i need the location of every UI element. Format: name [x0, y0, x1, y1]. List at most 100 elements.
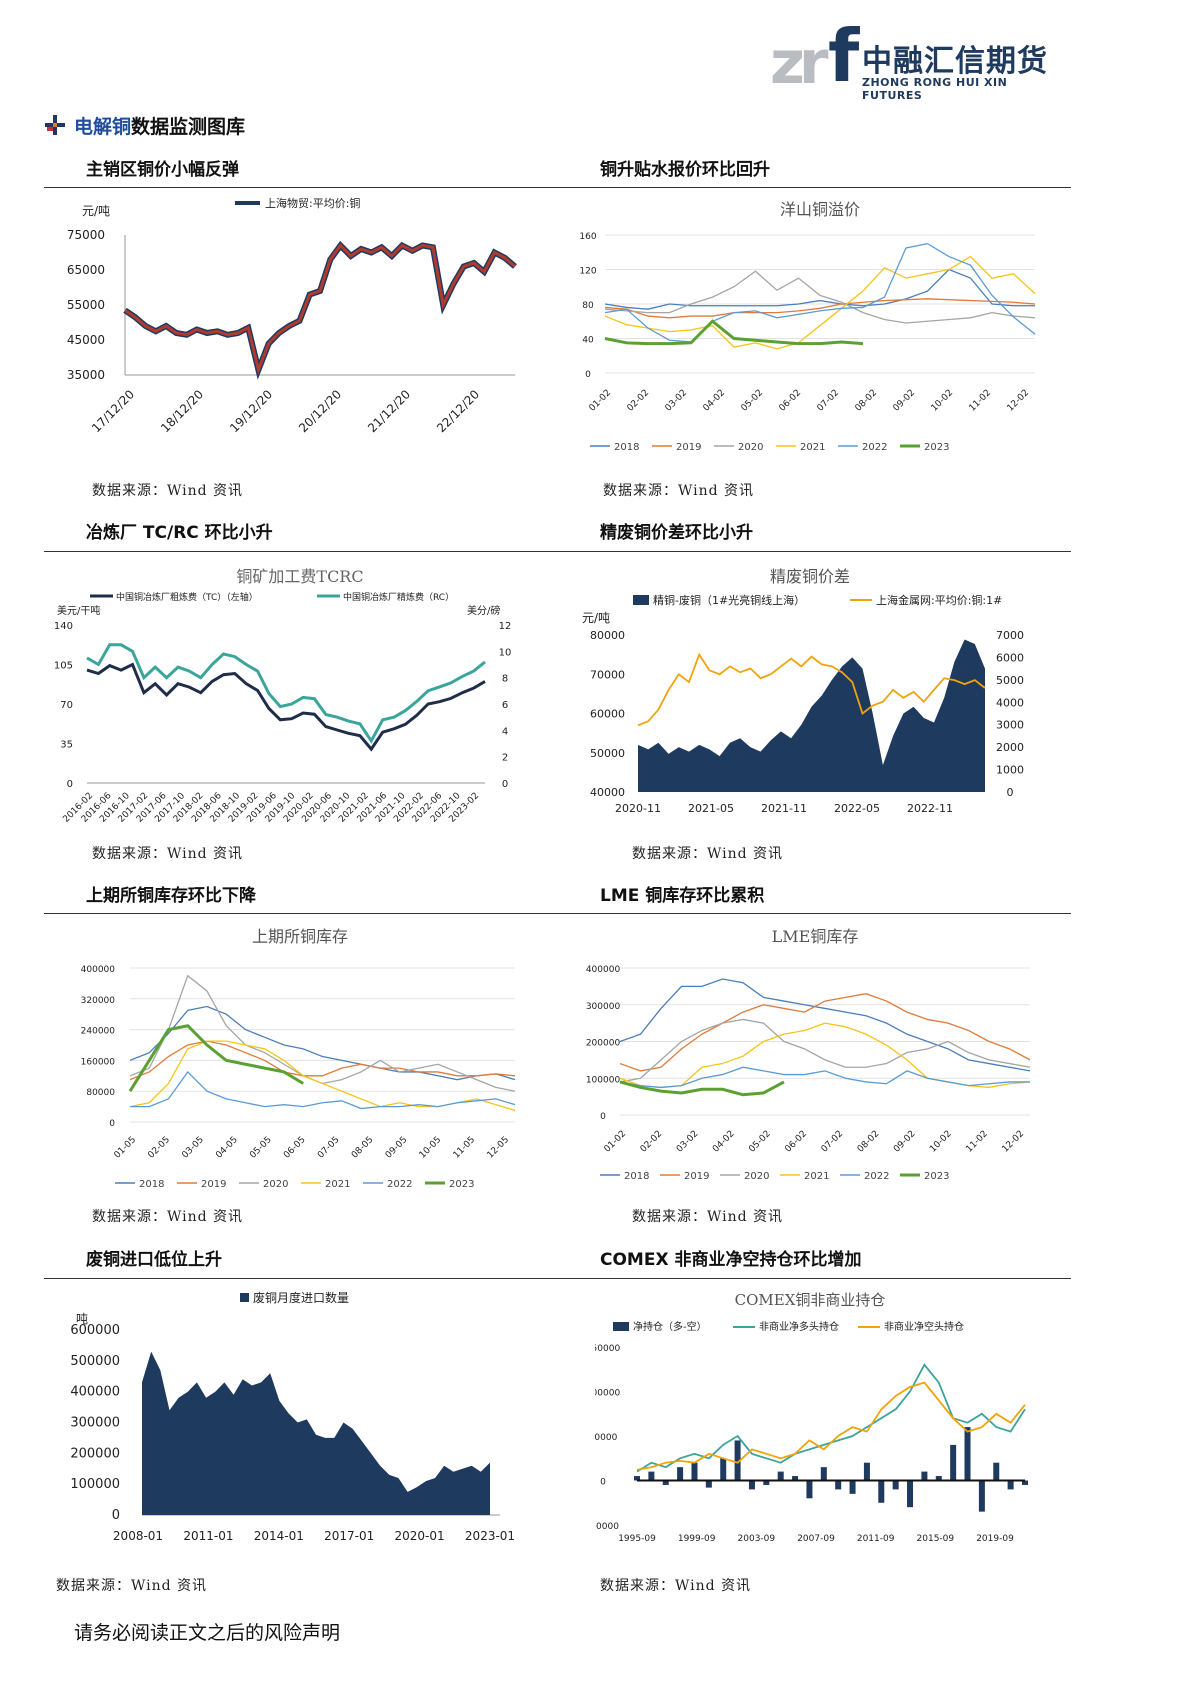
y-tick-left: 40000 — [590, 786, 625, 799]
x-tick-label: 2008-01 — [113, 1529, 163, 1543]
x-tick-label: 01-05 — [113, 1135, 139, 1161]
x-tick-label: 08-02 — [854, 388, 880, 414]
spread-area — [638, 639, 985, 792]
y-tick-label: 160000 — [81, 1057, 116, 1067]
y-tick-right: 0 — [502, 779, 508, 790]
x-tick-label: 08-02 — [856, 1129, 882, 1155]
x-tick-label: 02-02 — [626, 388, 652, 414]
x-tick-label: 2007-09 — [797, 1534, 835, 1544]
y-tick-label: 100000 — [70, 1477, 120, 1492]
y-tick-label: 200000 — [586, 1039, 621, 1049]
x-tick-label: 04-02 — [702, 388, 728, 414]
x-tick-label: 2015-09 — [917, 1534, 955, 1544]
panel-2-source: 数据来源：Wind 资讯 — [603, 483, 755, 499]
y-tick-right: 6000 — [996, 651, 1024, 664]
chart-copper-price: 上海物贸:平均价:铜元/吨 75000 65000 55000 45000 35000 17… — [67, 196, 517, 435]
x-tick-label: 2019-09 — [976, 1534, 1014, 1544]
y-tick-label: 45000 — [67, 333, 105, 347]
x-tick-label: 06-02 — [783, 1129, 809, 1155]
x-tick-label: 12-05 — [486, 1135, 512, 1161]
x-tick-label: 1999-09 — [678, 1534, 716, 1544]
y-tick-label: 0 — [109, 1119, 115, 1129]
x-tick-label: 10-05 — [418, 1135, 444, 1161]
y-tick-label: 35000 — [67, 368, 105, 382]
y-tick-right: 4 — [502, 726, 508, 737]
divider — [44, 551, 1071, 552]
y-axis-unit: 元/吨 — [82, 204, 110, 218]
legend-label: 2019 — [201, 1179, 226, 1190]
net-position-bar — [921, 1471, 928, 1481]
legend-label: 非商业净多头持仓 — [759, 1320, 839, 1333]
panel-4-heading: 精废铜价差环比小升 — [600, 523, 753, 543]
legend-swatch — [633, 595, 649, 605]
x-tick-label: 03-05 — [180, 1135, 206, 1161]
y-tick-label: 100000 — [595, 1389, 620, 1399]
series-line-2023 — [128, 1024, 305, 1092]
y-axis-left-unit: 美元/干吨 — [57, 604, 100, 617]
divider — [44, 913, 1071, 914]
net-position-bar — [662, 1480, 669, 1485]
y-tick-label: 50000 — [595, 1433, 618, 1443]
x-tick-label: 2020-01 — [395, 1529, 445, 1543]
series-line-2019 — [129, 1040, 516, 1081]
legend-label: 2023 — [924, 442, 949, 453]
x-tick-label: 10-02 — [930, 388, 956, 414]
x-tick-label: 05-05 — [248, 1135, 274, 1161]
y-tick-label: 150000 — [595, 1344, 620, 1354]
x-tick-label: 2022-11 — [907, 802, 953, 815]
legend-label: 2022 — [862, 442, 887, 453]
x-tick-label: 08-05 — [350, 1135, 376, 1161]
y-tick-label: 300000 — [70, 1416, 120, 1431]
chart-title: 上期所铜库存 — [252, 927, 348, 946]
y-tick-label: 160 — [580, 232, 597, 242]
y-axis-unit: 吨 — [76, 1312, 88, 1326]
legend-label: 上海金属网:平均价:铜:1# — [876, 593, 1002, 607]
logo-english-name: ZHONG RONG HUI XIN FUTURES — [862, 76, 1008, 102]
y-tick-left: 60000 — [590, 708, 625, 721]
net-position-bar — [792, 1476, 799, 1481]
net-position-bar — [705, 1480, 712, 1488]
x-tick-label: 05-02 — [747, 1129, 773, 1155]
x-tick-label: 11-05 — [452, 1135, 478, 1161]
x-tick-label: 17/12/20 — [89, 387, 137, 435]
x-tick-label: 02-05 — [146, 1135, 172, 1161]
logo-chinese-name: 中融汇信期货 — [862, 44, 1048, 79]
legend-label: 2022 — [387, 1179, 412, 1190]
x-tick-label: 07-02 — [820, 1129, 846, 1155]
net-position-bar — [748, 1480, 755, 1490]
net-position-bar — [907, 1480, 914, 1508]
y-tick-label: 0 — [600, 1112, 606, 1122]
net-position-bar — [1007, 1480, 1014, 1490]
y-tick-right: 2 — [502, 753, 508, 764]
y-tick-right: 7000 — [996, 629, 1024, 642]
y-tick-label: 600000 — [70, 1323, 120, 1338]
net-position-bar — [849, 1480, 856, 1494]
net-position-bar — [878, 1480, 885, 1503]
legend-label: 上海物贸:平均价:铜 — [265, 196, 360, 210]
legend-label: 2021 — [800, 442, 825, 453]
legend-label: 2023 — [924, 1171, 949, 1182]
panel-5-source: 数据来源：Wind 资讯 — [92, 1209, 244, 1225]
panel-4-source: 数据来源：Wind 资讯 — [632, 846, 784, 862]
tc-line — [86, 662, 486, 752]
series-line-2023 — [619, 1080, 785, 1097]
series-line-2023 — [604, 319, 864, 346]
legend-label: 精铜-废铜（1#光亮铜线上海） — [653, 593, 805, 607]
x-tick-label: 03-02 — [664, 388, 690, 414]
chart-title: LME铜库存 — [772, 927, 859, 946]
y-tick-right: 10 — [499, 647, 512, 658]
y-tick-left: 50000 — [590, 747, 625, 760]
series-line-2019 — [619, 993, 1031, 1072]
series-line-2019 — [604, 298, 1036, 319]
legend-label: 2018 — [139, 1179, 164, 1190]
series-line-2018 — [129, 1005, 516, 1081]
legend-label: 2020 — [263, 1179, 288, 1190]
x-tick-label: 20/12/20 — [296, 387, 344, 435]
y-tick-right: 4000 — [996, 696, 1024, 709]
x-tick-label: 01-02 — [588, 388, 614, 414]
chart-title: 铜矿加工费TCRC — [236, 567, 363, 586]
chart-title: COMEX铜非商业持仓 — [735, 1291, 886, 1309]
legend-label: 中国铜冶炼厂粗炼费（TC）（左轴） — [116, 591, 258, 603]
chart-tcrc: 铜矿加工费TCRC 中国铜冶炼厂粗炼费（TC）（左轴） 中国铜冶炼厂精炼费（RC） 美… — [55, 567, 512, 825]
chart-shfe-stock: 上期所铜库存 400000 320000 240000 160000 80000 0 01-0… — [81, 927, 516, 1190]
